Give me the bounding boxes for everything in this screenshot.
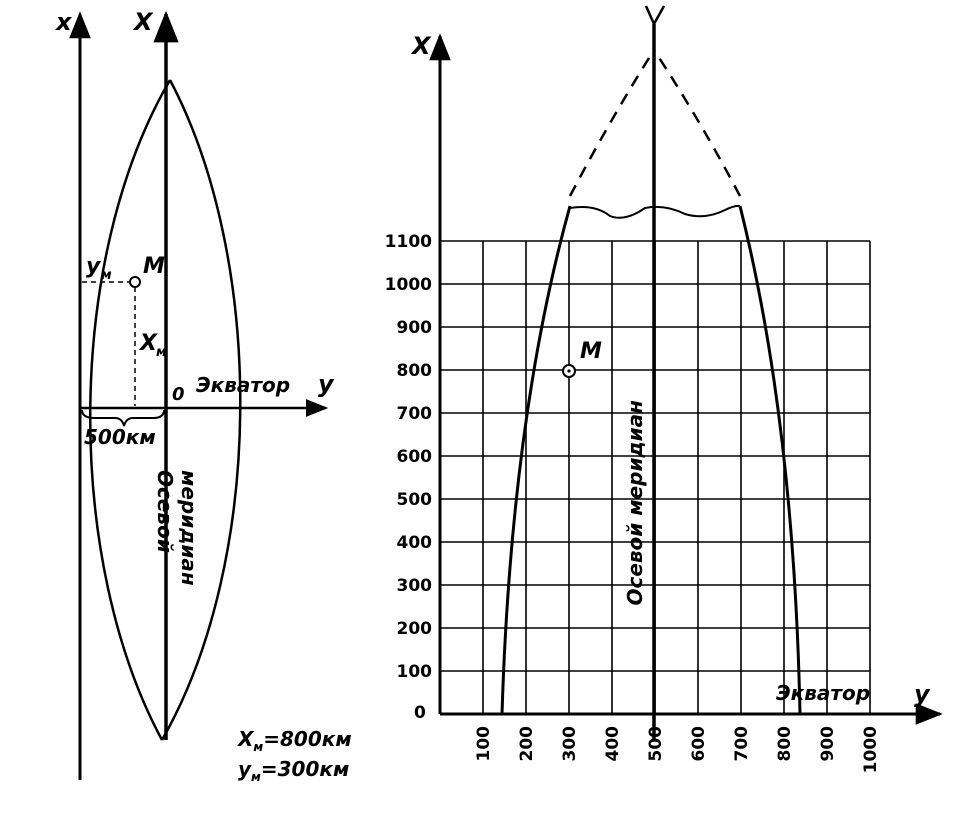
x-tick-label: 900 xyxy=(818,726,838,762)
right-equator-label: Экватор xyxy=(776,681,870,705)
left-meridian-line1: Осевой xyxy=(153,470,177,553)
left-xm-equation: Xм=800км xyxy=(236,727,352,754)
y-tick-label: 1000 xyxy=(385,275,432,295)
y-tick-label: 300 xyxy=(397,576,433,596)
left-zone-outline-right xyxy=(160,79,242,741)
x-tick-label: 800 xyxy=(775,726,795,762)
left-point-m xyxy=(129,276,141,288)
right-point-label: M xyxy=(580,339,602,364)
left-origin-label: 0 xyxy=(172,384,185,405)
y-tick-label: 1100 xyxy=(385,232,432,252)
right-diagram xyxy=(429,5,943,740)
left-ym-label: y xyxy=(86,254,102,279)
right-meridian-fork xyxy=(644,5,666,27)
x-tick-label: 100 xyxy=(474,726,494,762)
left-ym-sub: м xyxy=(101,268,112,283)
right-x-tick-labels: 100 200 300 400 500 600 700 800 900 1000 xyxy=(474,726,881,773)
right-meridian-label: Осевой меридиан xyxy=(623,400,647,606)
right-zone-right-boundary xyxy=(738,205,802,715)
right-origin-label: 0 xyxy=(414,703,426,723)
left-xm-label: X xyxy=(138,331,158,356)
left-diagram xyxy=(69,10,329,780)
y-tick-label: 700 xyxy=(397,404,433,424)
y-tick-label: 100 xyxy=(397,662,433,682)
right-y-axis-label: y xyxy=(914,680,931,708)
x-tick-label: 700 xyxy=(732,726,752,762)
left-equator-label: Экватор xyxy=(196,373,290,397)
left-xm-sub: м xyxy=(156,345,167,360)
right-zone-left-dashed xyxy=(568,49,656,197)
x-tick-label: 300 xyxy=(560,726,580,762)
left-x-axis-label: X xyxy=(132,8,154,36)
right-zone-left-boundary xyxy=(500,205,572,715)
left-y-axis-label: y xyxy=(318,370,335,398)
right-x-axis-label: X xyxy=(410,32,432,60)
y-tick-label: 800 xyxy=(397,361,433,381)
right-labels: X y 0 Экватор M Осевой меридиан 100 200 30… xyxy=(385,32,931,773)
left-outer-x-label: x xyxy=(55,8,73,36)
left-ym-equation: yм=300км xyxy=(238,757,349,784)
y-tick-label: 200 xyxy=(397,619,433,639)
x-tick-label: 400 xyxy=(603,726,623,762)
x-tick-label: 1000 xyxy=(861,726,881,773)
right-zone-right-dashed xyxy=(652,49,742,197)
y-tick-label: 400 xyxy=(397,533,433,553)
left-distance-label: 500км xyxy=(84,425,156,449)
x-tick-label: 600 xyxy=(689,726,709,762)
x-tick-label: 200 xyxy=(517,726,537,762)
left-zone-outline xyxy=(88,79,172,741)
left-meridian-line2: меридиан xyxy=(177,470,201,586)
y-tick-label: 900 xyxy=(397,318,433,338)
left-point-label: M xyxy=(143,254,165,279)
right-y-tick-labels: 100 200 300 400 500 600 700 800 900 1000 1100 xyxy=(385,232,432,682)
right-break-line xyxy=(569,204,741,219)
x-tick-label: 500 xyxy=(646,726,666,762)
left-labels: x X y 0 Экватор M y м X м 500км Осевой м… xyxy=(55,8,352,784)
y-tick-label: 600 xyxy=(397,447,433,467)
y-tick-label: 500 xyxy=(397,490,433,510)
right-point-m-center xyxy=(567,369,571,373)
left-distance-brace xyxy=(81,409,165,427)
